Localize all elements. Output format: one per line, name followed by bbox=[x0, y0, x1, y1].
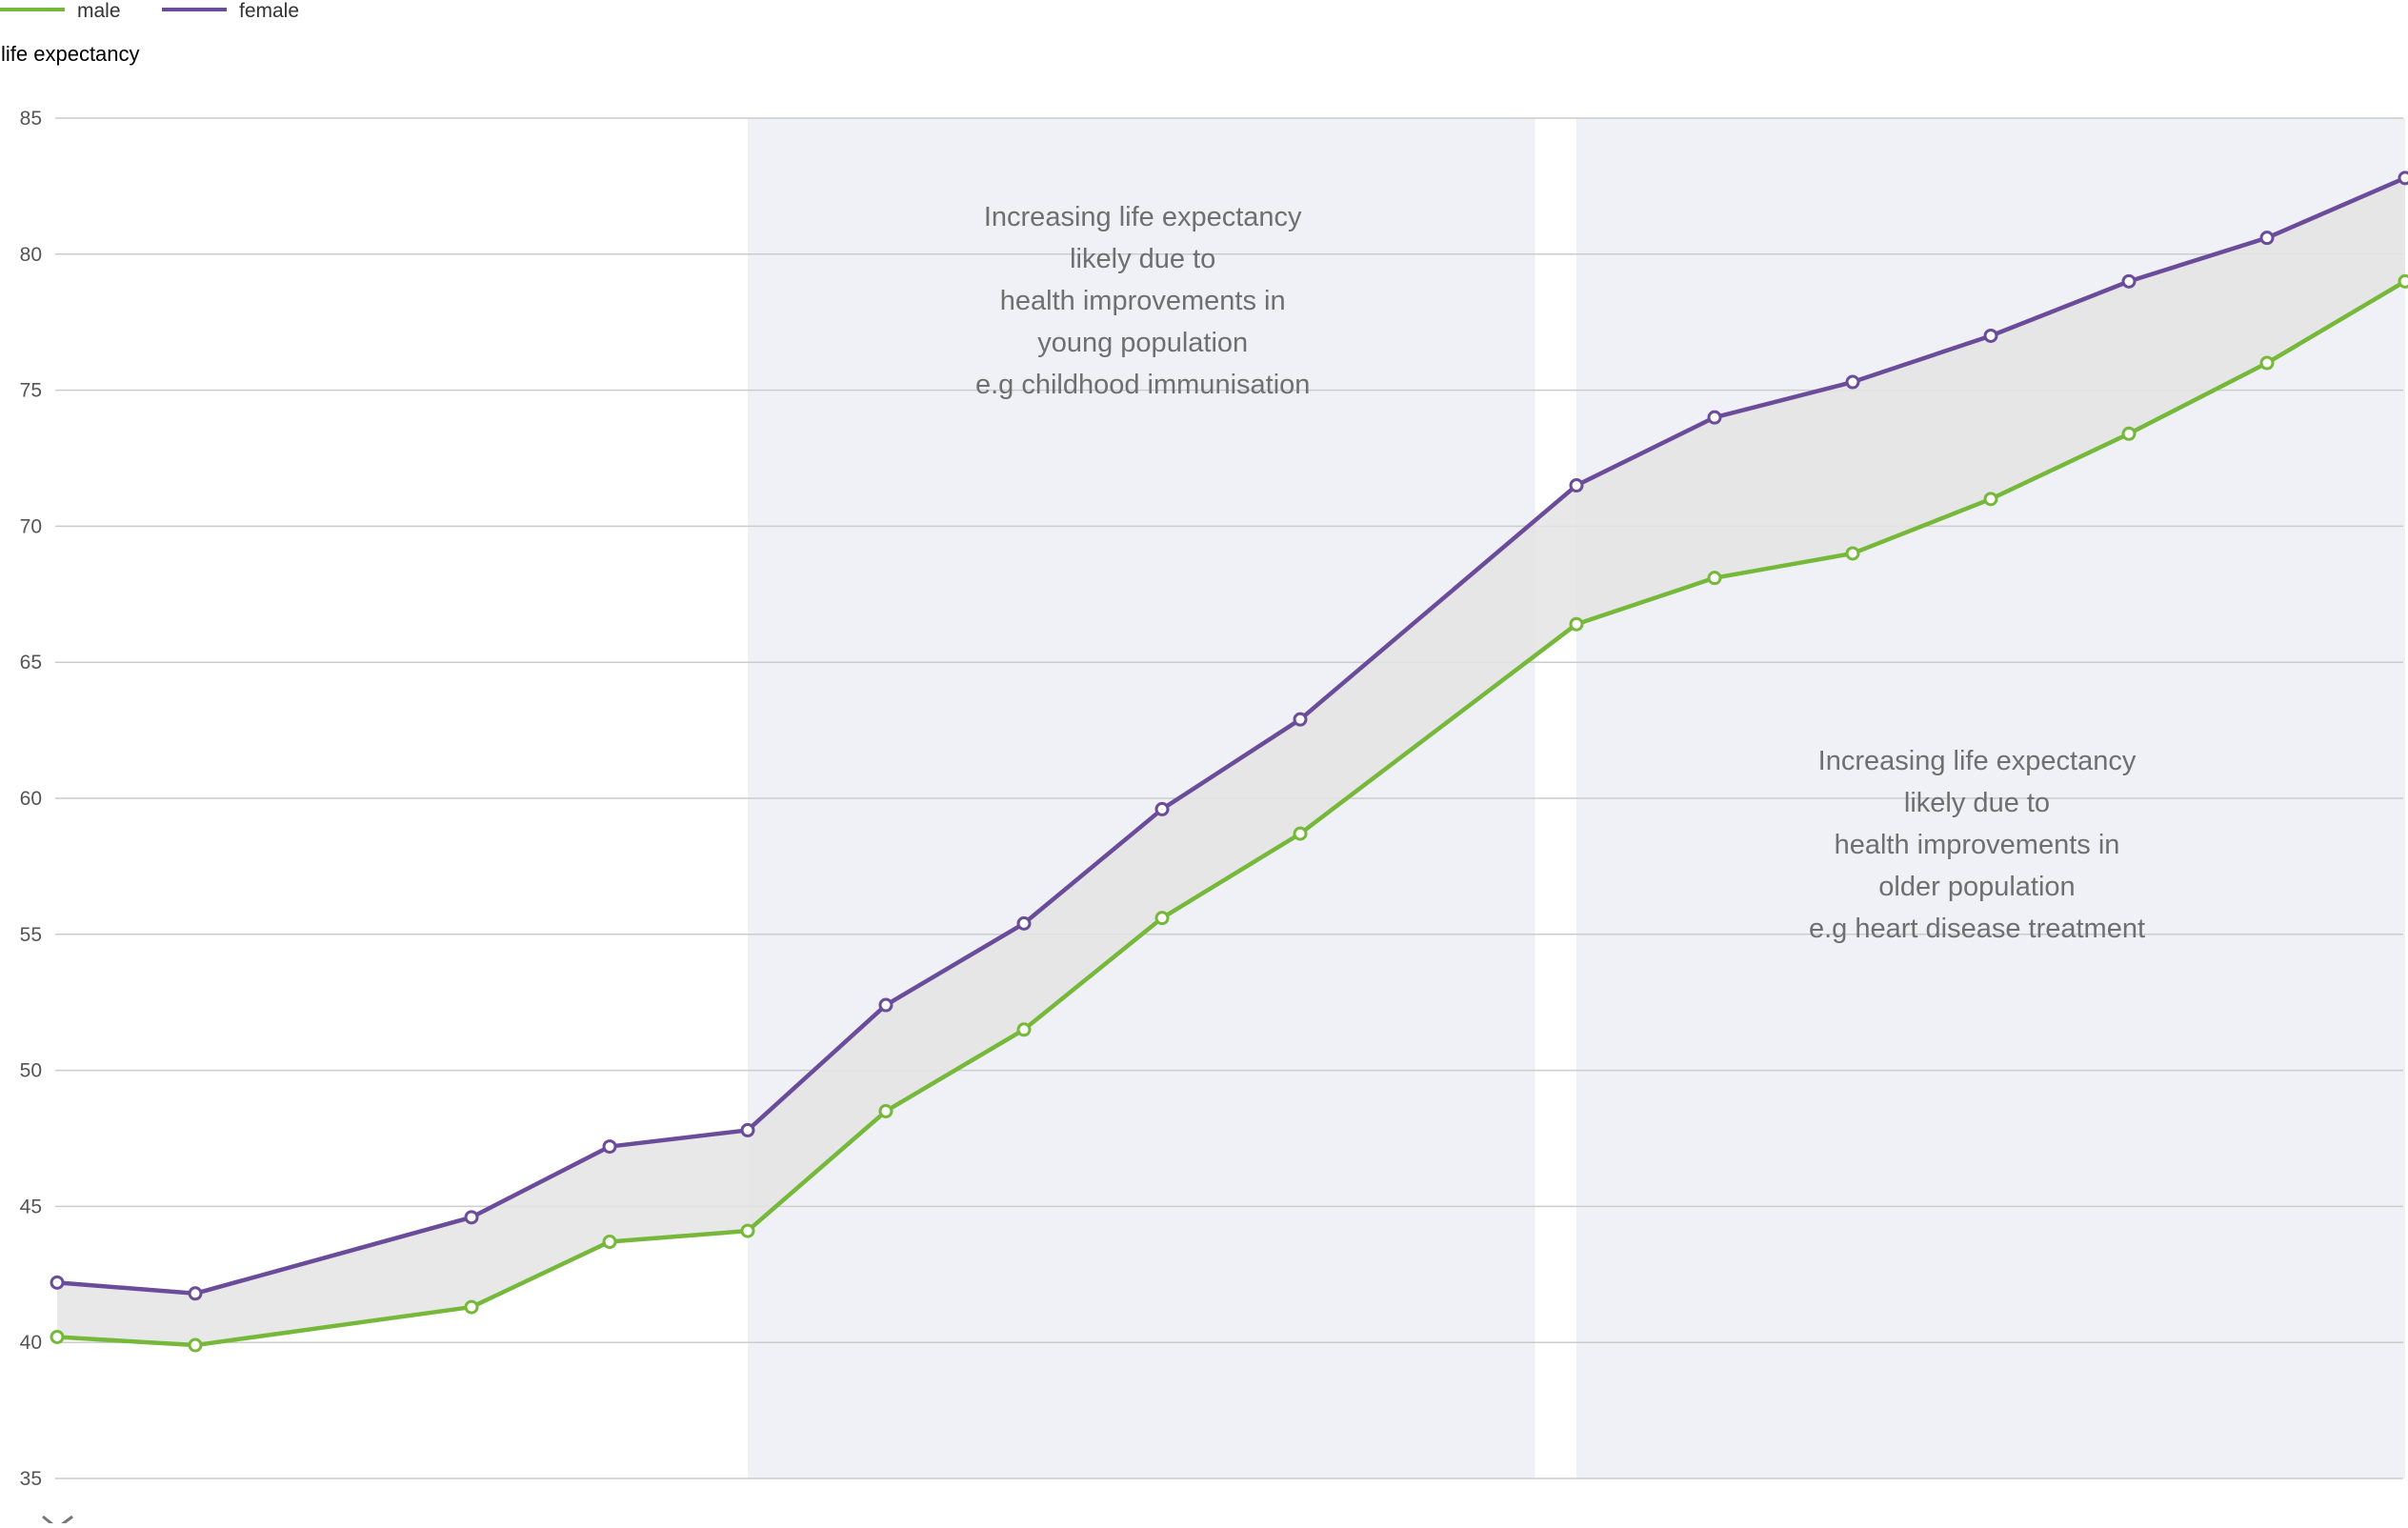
annotation-line: likely due to bbox=[1070, 244, 1215, 274]
data-point-female[interactable] bbox=[188, 1286, 203, 1301]
legend-item-female[interactable]: female bbox=[162, 0, 299, 22]
data-point-male[interactable] bbox=[464, 1299, 479, 1315]
y-tick-label: 50 bbox=[20, 1060, 42, 1082]
data-point-male[interactable] bbox=[1569, 616, 1584, 632]
legend-label: male bbox=[77, 0, 121, 22]
legend-item-male[interactable]: male bbox=[0, 0, 121, 22]
y-tick-label: 60 bbox=[20, 788, 42, 810]
annotation-line: older population bbox=[1878, 872, 2075, 902]
series-line-female[interactable] bbox=[54, 175, 2408, 1297]
data-point-female[interactable] bbox=[2121, 273, 2137, 289]
data-point-female[interactable] bbox=[878, 997, 893, 1013]
menu-chevron-icon[interactable] bbox=[42, 1515, 73, 1528]
annotation-1: Increasing life expectancy likely due to h… bbox=[975, 202, 1310, 400]
data-point-male[interactable] bbox=[1293, 826, 1308, 841]
data-point-female[interactable] bbox=[2259, 231, 2275, 246]
series-points bbox=[50, 171, 2408, 1353]
series-lines bbox=[54, 175, 2408, 1348]
data-point-male[interactable] bbox=[878, 1103, 893, 1118]
annotation-line: likely due to bbox=[1904, 788, 2050, 818]
data-point-male[interactable] bbox=[1707, 571, 1722, 586]
data-point-male[interactable] bbox=[740, 1223, 755, 1238]
data-point-male[interactable] bbox=[602, 1235, 617, 1250]
data-point-male[interactable] bbox=[2398, 273, 2408, 289]
legend-label: female bbox=[239, 0, 299, 22]
data-point-female[interactable] bbox=[1016, 915, 1032, 931]
data-point-male[interactable] bbox=[188, 1337, 203, 1353]
y-tick-label: 55 bbox=[20, 924, 42, 946]
y-tick-label: 80 bbox=[20, 244, 42, 266]
data-point-female[interactable] bbox=[1154, 801, 1170, 816]
annotation-line: health improvements in bbox=[1835, 830, 2120, 860]
y-tick-label: 35 bbox=[20, 1468, 42, 1490]
y-tick-labels: 35 40 45 50 55 60 65 70 75 80 85 bbox=[20, 108, 42, 1490]
annotation-line: young population bbox=[1037, 328, 1248, 358]
y-tick-label: 65 bbox=[20, 652, 42, 674]
data-point-male[interactable] bbox=[2259, 355, 2275, 371]
annotation-line: health improvements in bbox=[1000, 286, 1286, 316]
y-tick-label: 75 bbox=[20, 380, 42, 402]
data-point-male[interactable] bbox=[1983, 492, 1998, 507]
data-point-female[interactable] bbox=[1845, 374, 1860, 390]
y-tick-label: 85 bbox=[20, 108, 42, 130]
data-point-male[interactable] bbox=[2121, 426, 2137, 441]
annotations: Increasing life expectancy likely due to h… bbox=[975, 202, 2145, 944]
y-tick-label: 45 bbox=[20, 1196, 42, 1217]
annotation-line: Increasing life expectancy bbox=[984, 202, 1302, 232]
data-point-male[interactable] bbox=[1845, 546, 1860, 561]
y-tick-label: 40 bbox=[20, 1332, 42, 1354]
y-tick-label: 70 bbox=[20, 515, 42, 537]
gridlines bbox=[55, 117, 2403, 1479]
data-point-female[interactable] bbox=[1707, 410, 1722, 425]
data-point-male[interactable] bbox=[1016, 1022, 1032, 1037]
data-point-female[interactable] bbox=[602, 1139, 617, 1155]
data-point-female[interactable] bbox=[1569, 478, 1584, 493]
data-point-female[interactable] bbox=[740, 1122, 755, 1137]
data-point-female[interactable] bbox=[1983, 328, 1998, 343]
legend[interactable]: male female bbox=[0, 0, 299, 22]
data-point-male[interactable] bbox=[1154, 911, 1170, 926]
data-point-female[interactable] bbox=[464, 1210, 479, 1225]
annotation-line: e.g heart disease treatment bbox=[1809, 914, 2145, 944]
annotation-2: Increasing life expectancy likely due to h… bbox=[1809, 746, 2145, 944]
data-point-female[interactable] bbox=[1293, 712, 1308, 727]
data-point-female[interactable] bbox=[2398, 171, 2408, 186]
annotation-line: Increasing life expectancy bbox=[1818, 746, 2137, 776]
annotation-line: e.g childhood immunisation bbox=[975, 370, 1310, 400]
gap-band bbox=[57, 177, 2405, 1346]
data-point-female[interactable] bbox=[50, 1275, 65, 1290]
series-line-male[interactable] bbox=[54, 279, 2408, 1348]
y-axis-title: life expectancy bbox=[1, 42, 140, 66]
gap-band-area bbox=[57, 177, 2405, 1346]
data-point-male[interactable] bbox=[50, 1329, 65, 1344]
